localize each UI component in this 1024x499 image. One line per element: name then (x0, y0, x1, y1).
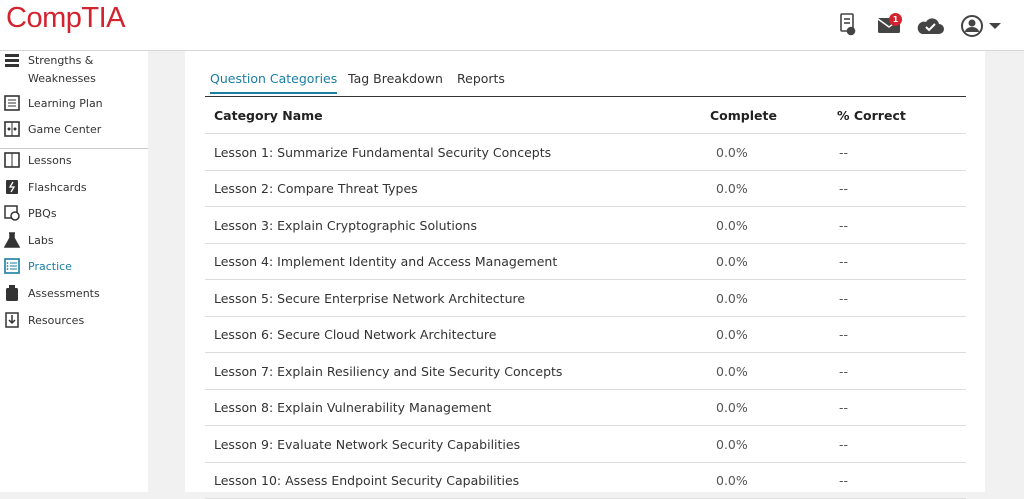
content-panel: Question Categories Tag Breakdown Reports … (185, 51, 985, 499)
table-cell: Lesson 9: Evaluate Network Security Capa… (214, 436, 521, 452)
document-icon[interactable] (840, 13, 856, 36)
column-header: Complete (710, 108, 777, 123)
sidebar-icon (5, 54, 19, 67)
table-cell: -- (839, 181, 849, 196)
tab[interactable]: Question Categories (210, 71, 338, 94)
table-cell: 0.0% (716, 473, 748, 488)
table-row[interactable]: Lesson 2: Compare Threat Types 0.0% -- (205, 170, 966, 207)
cloud-icon[interactable] (917, 18, 944, 34)
sidebar-icon (4, 95, 20, 111)
table-cell: 0.0% (716, 217, 748, 233)
table-cell: Lesson 5: Secure Enterprise Network Arch… (214, 290, 526, 306)
tab[interactable]: Tag Breakdown (348, 71, 443, 86)
table-cell: 0.0% (716, 144, 748, 160)
table-row[interactable]: Lesson 4: Implement Identity and Access … (205, 243, 966, 280)
top-bar: CompTIA 1 (0, 0, 1024, 51)
sidebar-label: Game Center (28, 123, 102, 136)
sidebar-label: Lessons (28, 154, 72, 167)
table-cell: -- (839, 290, 849, 306)
sidebar-icon (3, 232, 21, 248)
table-cell: 0.0% (716, 327, 748, 342)
table-cell: -- (839, 327, 849, 342)
table-cell: -- (839, 400, 849, 415)
sidebar-icon (6, 285, 18, 301)
sidebar-icon (4, 205, 20, 221)
table-cell: -- (839, 254, 849, 269)
table-cell: Lesson 4: Implement Identity and Access … (214, 254, 558, 269)
table-cell: 0.0% (716, 400, 748, 415)
table-cell: Lesson 7: Explain Resiliency and Site Se… (214, 363, 563, 379)
table-row[interactable]: Lesson 7: Explain Resiliency and Site Se… (205, 353, 966, 390)
column-header: % Correct (837, 108, 906, 123)
user-menu[interactable] (961, 15, 1001, 37)
sidebar-label: Labs (28, 234, 54, 247)
table-row[interactable]: Lesson 10: Assess Endpoint Security Capa… (205, 462, 966, 499)
table-row[interactable]: Lesson 8: Explain Vulnerability Manageme… (205, 389, 966, 426)
table-cell: Lesson 8: Explain Vulnerability Manageme… (214, 400, 492, 415)
sidebar-label: Resources (28, 314, 85, 327)
header-icons (840, 13, 1001, 37)
table-cell: -- (839, 473, 849, 488)
table-cell: Lesson 1: Summarize Fundamental Security… (214, 144, 552, 160)
table-cell: 0.0% (716, 181, 748, 196)
table-row[interactable]: Lesson 6: Secure Cloud Network Architect… (205, 316, 966, 353)
table-cell: -- (839, 436, 849, 452)
sidebar-label: Practice (28, 260, 72, 273)
sidebar-icon (4, 258, 20, 274)
table-cell: 0.0% (716, 254, 748, 269)
table-row[interactable]: Lesson 9: Evaluate Network Security Capa… (205, 426, 966, 463)
sidebar-label: Strengths & Weaknesses (28, 54, 96, 85)
sidebar-label: Flashcards (28, 181, 87, 194)
table-row[interactable]: Lesson 5: Secure Enterprise Network Arch… (205, 280, 966, 317)
table-row[interactable]: Lesson 3: Explain Cryptographic Solution… (205, 207, 966, 244)
table-cell: -- (839, 363, 849, 379)
tab[interactable]: Reports (457, 71, 505, 86)
table-cell: Lesson 6: Secure Cloud Network Architect… (214, 327, 497, 342)
table-row[interactable]: Lesson 1: Summarize Fundamental Security… (205, 134, 966, 171)
table-cell: 0.0% (716, 436, 748, 452)
sidebar-icon (4, 152, 20, 168)
sidebar-icon (6, 180, 18, 194)
sidebar-label: PBQs (28, 207, 57, 220)
table-cell: Lesson 3: Explain Cryptographic Solution… (214, 217, 477, 233)
sidebar-icon (5, 312, 19, 328)
column-header: Category Name (214, 108, 323, 123)
sidebar-label: Learning Plan (28, 97, 103, 110)
sidebar-label: Assessments (28, 287, 100, 300)
notification-badge: 1 (889, 13, 902, 26)
sidebar-icon (4, 121, 20, 137)
table-cell: 0.0% (716, 363, 748, 379)
sidebar: Strengths & Weaknesses Learning Plan Game … (0, 51, 148, 492)
table-cell: -- (839, 217, 849, 233)
table-cell: -- (839, 144, 849, 160)
table-cell: Lesson 10: Assess Endpoint Security Capa… (214, 473, 520, 488)
separator (0, 148, 148, 149)
tab-bar: Question Categories Tag Breakdown Reports (205, 69, 966, 97)
table-cell: Lesson 2: Compare Threat Types (214, 181, 418, 196)
logo[interactable]: CompTIA (6, 2, 125, 34)
table-header: Category Name Complete % Correct (205, 97, 966, 134)
table-cell: 0.0% (716, 290, 748, 306)
